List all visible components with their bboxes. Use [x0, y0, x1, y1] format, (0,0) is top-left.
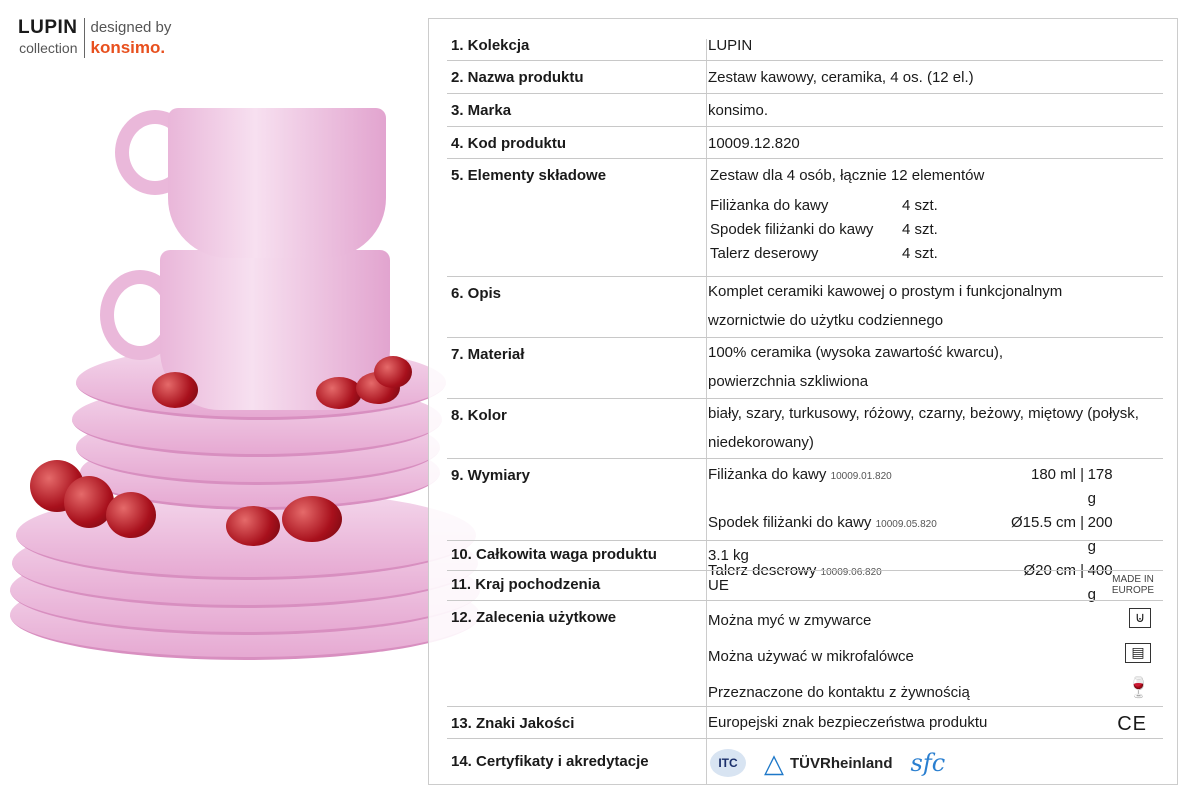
- row-label: 7. Materiał: [451, 346, 525, 363]
- component-item: Filiżanka do kawy 4 szt.: [710, 197, 938, 214]
- row-value: 100% ceramika (wysoka zawartość kwarcu),…: [708, 344, 1004, 390]
- component-item: Spodek filiżanki do kawy 4 szt.: [710, 221, 938, 238]
- row-label: 14. Certyfikaty i akredytacje: [451, 753, 649, 770]
- row-value: Komplet ceramiki kawowej o prostym i fun…: [708, 283, 1063, 329]
- spec-table: 1. Kolekcja LUPIN 2. Nazwa produktu Zestaw…: [428, 18, 1178, 785]
- row-value: Zestaw kawowy, ceramika, 4 os. (12 el.): [708, 69, 974, 86]
- row-value: biały, szary, turkusowy, różowy, czarny,…: [708, 405, 1139, 451]
- tuv-logo: △ TÜVRheinland: [764, 748, 893, 778]
- food-safe-icon: 🍷: [1126, 677, 1151, 699]
- microwave-icon: ▤: [1125, 643, 1151, 663]
- ce-mark-icon: CE: [1117, 713, 1147, 735]
- spec-row-components: 5. Elementy składowe Zestaw dla 4 osób, …: [447, 159, 1163, 277]
- spec-row-collection: 1. Kolekcja LUPIN: [447, 29, 1163, 61]
- usage-microwave: Można używać w mikrofalówce: [708, 648, 914, 665]
- row-value: Europejski znak bezpieczeństwa produktu: [708, 714, 988, 731]
- row-value: UE: [708, 577, 729, 594]
- spec-row-origin: 11. Kraj pochodzenia UE MADE IN EUROPE: [447, 571, 1163, 601]
- brand-logo: LUPIN collection designed by konsimo.: [18, 18, 171, 58]
- logo-designed: designed by: [90, 19, 172, 36]
- component-item: Talerz deserowy 4 szt.: [710, 245, 938, 262]
- spec-row-usage: 12. Zalecenia użytkowe Można myć w zmywa…: [447, 601, 1163, 707]
- row-value: 10009.12.820: [708, 135, 800, 152]
- sfc-logo: sfc: [910, 749, 946, 777]
- dimension-item: Filiżanka do kawy 10009.01.820 180 ml | 1…: [708, 466, 1113, 507]
- logo-brand: LUPIN: [18, 17, 78, 38]
- made-in-europe-badge: MADE IN EUROPE: [1111, 574, 1155, 596]
- spec-row-material: 7. Materiał 100% ceramika (wysoka zawarto…: [447, 338, 1163, 399]
- row-value: 3.1 kg: [708, 547, 749, 564]
- spec-row-certificates: 14. Certyfikaty i akredytacje ITC △ TÜVRh…: [447, 739, 1163, 785]
- row-label: 11. Kraj pochodzenia: [451, 576, 601, 593]
- dimension-item: Spodek filiżanki do kawy 10009.05.820 Ø15…: [708, 514, 1113, 555]
- row-value: Zestaw dla 4 osób, łącznie 12 elementów: [710, 167, 985, 184]
- logo-collection: collection: [19, 40, 78, 56]
- spec-row-quality: 13. Znaki Jakości Europejski znak bezpiec…: [447, 707, 1163, 739]
- logo-maker: konsimo.: [90, 38, 166, 57]
- spec-row-description: 6. Opis Komplet ceramiki kawowej o prosty…: [447, 277, 1163, 338]
- spec-row-color: 8. Kolor biały, szary, turkusowy, różowy,…: [447, 399, 1163, 459]
- spec-row-weight: 10. Całkowita waga produktu 3.1 kg: [447, 541, 1163, 571]
- spec-row-name: 2. Nazwa produktu Zestaw kawowy, ceramika…: [447, 61, 1163, 94]
- product-photo: [0, 90, 520, 710]
- dishwasher-icon: ⊍: [1129, 608, 1151, 628]
- spec-row-code: 4. Kod produktu 10009.12.820: [447, 127, 1163, 159]
- usage-dishwasher: Można myć w zmywarce: [708, 612, 872, 629]
- row-label: 13. Znaki Jakości: [451, 715, 575, 732]
- spec-row-dimensions: 9. Wymiary Filiżanka do kawy 10009.01.82…: [447, 459, 1163, 603]
- row-label: 5. Elementy składowe: [451, 167, 607, 184]
- itc-logo: ITC: [710, 749, 746, 777]
- row-label: 12. Zalecenia użytkowe: [451, 609, 617, 626]
- row-label: 1. Kolekcja: [451, 37, 530, 54]
- row-label: 4. Kod produktu: [451, 135, 566, 152]
- row-label: 6. Opis: [451, 285, 502, 302]
- row-label: 3. Marka: [451, 102, 512, 119]
- row-value: LUPIN: [708, 37, 753, 54]
- row-label: 9. Wymiary: [451, 467, 530, 484]
- usage-food-contact: Przeznaczone do kontaktu z żywnością: [708, 684, 970, 701]
- row-value: konsimo.: [708, 102, 769, 119]
- spec-row-brand: 3. Marka konsimo.: [447, 94, 1163, 127]
- row-label: 2. Nazwa produktu: [451, 69, 584, 86]
- row-label: 10. Całkowita waga produktu: [451, 546, 657, 563]
- row-label: 8. Kolor: [451, 407, 507, 424]
